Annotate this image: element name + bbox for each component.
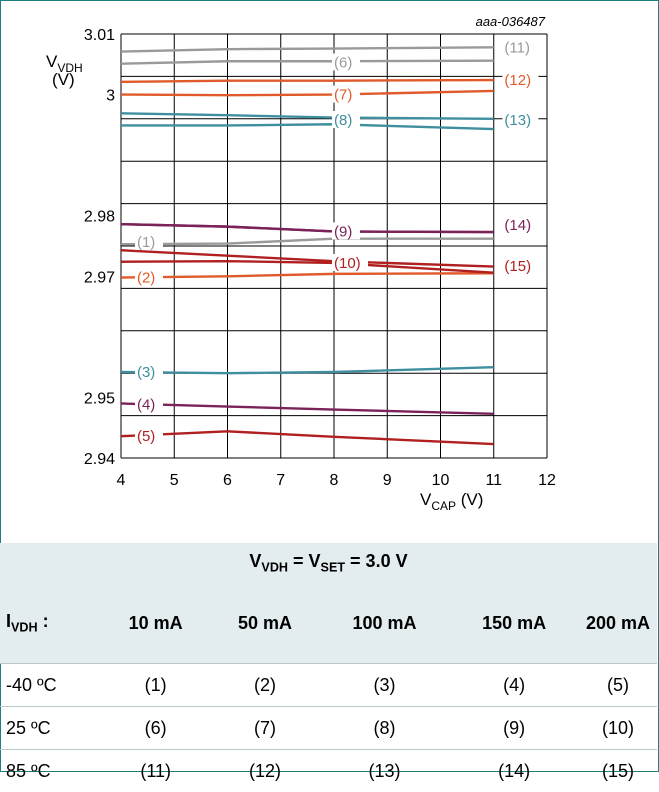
condition-eq1: = V xyxy=(288,551,321,571)
condition-vdh: V xyxy=(249,551,261,571)
legend-temp: 85 ºC xyxy=(0,750,101,792)
series-label: (9) xyxy=(334,223,352,240)
legend-temp: -40 ºC xyxy=(0,664,101,707)
legend-id: (11) xyxy=(101,750,210,792)
y-tick-label: 3 xyxy=(106,88,115,105)
series-line xyxy=(121,431,494,444)
series-label: (7) xyxy=(334,87,352,104)
legend-id: (14) xyxy=(449,750,579,792)
x-tick-label: 12 xyxy=(538,472,556,489)
series-label: (8) xyxy=(334,112,352,129)
legend-current-200ma: 200 mA xyxy=(579,583,657,664)
y-tick-label: 3.01 xyxy=(84,27,115,44)
legend-current-row: IVDH : 10 mA 50 mA 100 mA 150 mA 200 mA xyxy=(0,583,657,664)
legend-id: (5) xyxy=(579,664,657,707)
legend-id: (4) xyxy=(449,664,579,707)
series-label: (13) xyxy=(504,112,531,129)
legend-current-100ma: 100 mA xyxy=(320,583,450,664)
legend-id: (12) xyxy=(210,750,319,792)
y-tick-label: 2.95 xyxy=(84,390,115,407)
series-line xyxy=(121,224,494,232)
legend-id: (1) xyxy=(101,664,210,707)
series-label: (3) xyxy=(137,364,155,381)
legend-current-150ma: 150 mA xyxy=(449,583,579,664)
x-tick-label: 4 xyxy=(117,472,126,489)
legend-id: (15) xyxy=(579,750,657,792)
series-label: (14) xyxy=(504,217,531,234)
series-line xyxy=(121,367,494,373)
line-chart: 4 5 6 7 8 9 10 11 12 3.01 3 2.98 2.97 2.95 2.94 aaa-036… xyxy=(0,0,659,540)
y-tick-label: 2.94 xyxy=(84,451,115,468)
series-label: (4) xyxy=(137,397,155,414)
x-tick-label: 10 xyxy=(432,472,450,489)
series-line xyxy=(121,80,494,82)
series-line xyxy=(121,113,494,118)
series-label: (5) xyxy=(137,428,155,445)
x-tick-label: 11 xyxy=(485,472,502,489)
x-tick-label: 5 xyxy=(170,472,179,489)
legend-table: VVDH = VSET = 3.0 V IVDH : 10 mA 50 mA 1… xyxy=(0,543,657,792)
legend-id: (3) xyxy=(320,664,450,707)
series-label: (1) xyxy=(137,234,155,251)
series-line xyxy=(121,261,494,273)
legend-id: (13) xyxy=(320,750,450,792)
series-line xyxy=(121,124,494,129)
series-line xyxy=(121,61,494,64)
series-label: (10) xyxy=(334,255,361,272)
legend-current-50ma: 50 mA xyxy=(210,583,319,664)
legend-id: (7) xyxy=(210,707,319,750)
series-line xyxy=(121,47,494,51)
series-line xyxy=(121,403,494,413)
condition-eq2: = 3.0 V xyxy=(345,551,408,571)
chart-series-labels: (1) (2) (3) (4) (5) (6) (7) (8) (9) (10) (11) (12) (… xyxy=(135,38,538,445)
condition-set-sub: SET xyxy=(321,561,346,575)
legend-id: (9) xyxy=(449,707,579,750)
y-tick-label: 2.98 xyxy=(84,209,115,226)
series-line xyxy=(121,250,494,266)
legend-condition-row: VVDH = VSET = 3.0 V xyxy=(0,543,657,583)
series-label: (6) xyxy=(334,54,352,71)
figure-id: aaa-036487 xyxy=(476,14,546,29)
legend-current-10ma: 10 mA xyxy=(101,583,210,664)
legend-id: (6) xyxy=(101,707,210,750)
legend-row-25: 25 ºC (6) (7) (8) (9) (10) xyxy=(0,707,657,750)
legend-temp: 25 ºC xyxy=(0,707,101,750)
legend-row-minus40: -40 ºC (1) (2) (3) (4) (5) xyxy=(0,664,657,707)
y-axis-unit: (V) xyxy=(52,70,75,89)
series-label: (15) xyxy=(504,258,531,275)
x-tick-label: 8 xyxy=(330,472,339,489)
x-tick-label: 9 xyxy=(383,472,392,489)
legend-id: (8) xyxy=(320,707,450,750)
series-line xyxy=(121,91,494,95)
legend-condition: VVDH = VSET = 3.0 V xyxy=(0,543,657,583)
y-tick-label: 2.97 xyxy=(84,269,115,286)
x-tick-label: 7 xyxy=(276,472,285,489)
series-line xyxy=(121,239,494,244)
condition-vdh-sub: VDH xyxy=(261,561,288,575)
current-label-colon: : xyxy=(38,611,49,631)
legend-id: (2) xyxy=(210,664,319,707)
series-line xyxy=(121,273,494,277)
legend-current-label: IVDH : xyxy=(0,583,101,664)
legend-row-85: 85 ºC (11) (12) (13) (14) (15) xyxy=(0,750,657,792)
x-tick-label: 6 xyxy=(223,472,232,489)
series-label: (11) xyxy=(504,39,530,56)
current-label-sub: VDH xyxy=(11,621,38,635)
legend-id: (10) xyxy=(579,707,657,750)
series-label: (2) xyxy=(137,269,155,286)
x-axis-label: VCAP (V) xyxy=(420,490,483,513)
series-label: (12) xyxy=(504,72,531,89)
